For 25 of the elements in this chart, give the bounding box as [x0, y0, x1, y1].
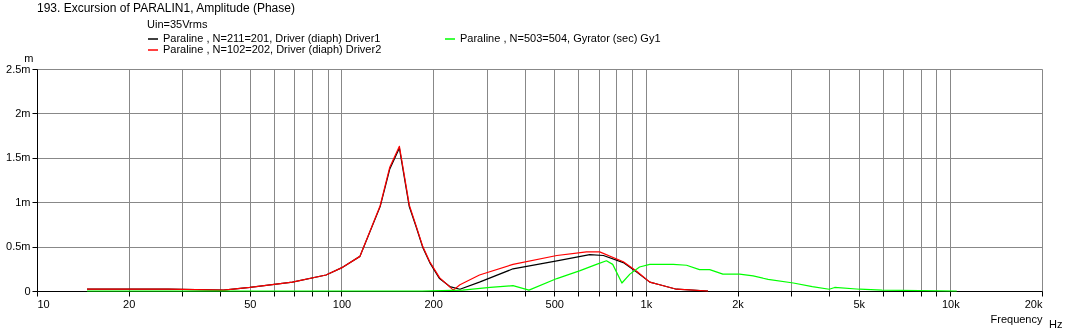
text: Hz — [1049, 318, 1063, 329]
legend-label: Paraline , N=102=202, Driver (diaph) Driver2 — [163, 43, 382, 55]
x-axis-title: Frequency — [990, 312, 1043, 325]
x-tick-label: 20k — [1024, 297, 1043, 310]
legend-label: Paraline , N=503=504, Gyrator (sec) Gy1 — [460, 32, 661, 44]
y-tick-label: 1m — [15, 195, 31, 208]
x-tick-label: 50 — [244, 297, 257, 310]
y-tick-label: 1.5m — [6, 151, 31, 164]
x-tick-label: 2k — [732, 297, 745, 310]
x-tick-label: 500 — [545, 297, 564, 310]
x-tick-label: 20 — [123, 297, 136, 310]
legend-label: Paraline , N=211=201, Driver (diaph) Driver1 — [163, 32, 381, 44]
y-tick-label: 2m — [15, 106, 31, 119]
y-tick-label: 2.5m — [6, 62, 31, 75]
x-tick-label: 5k — [853, 297, 866, 310]
x-tick-label: 10k — [941, 297, 961, 310]
x-tick-label: 100 — [332, 297, 352, 310]
y-axis-title: m — [24, 51, 34, 64]
x-tick-label: 1k — [640, 297, 653, 310]
x-tick-label: 10 — [37, 297, 50, 310]
text: Uin=35Vrms — [147, 18, 208, 30]
x-tick-label: 200 — [424, 297, 443, 310]
y-tick-label: 0 — [24, 284, 31, 297]
chart-title: 193. Excursion of PARALIN1, Amplitude (Phase) — [37, 1, 295, 15]
y-tick-label: 0.5m — [6, 240, 31, 253]
